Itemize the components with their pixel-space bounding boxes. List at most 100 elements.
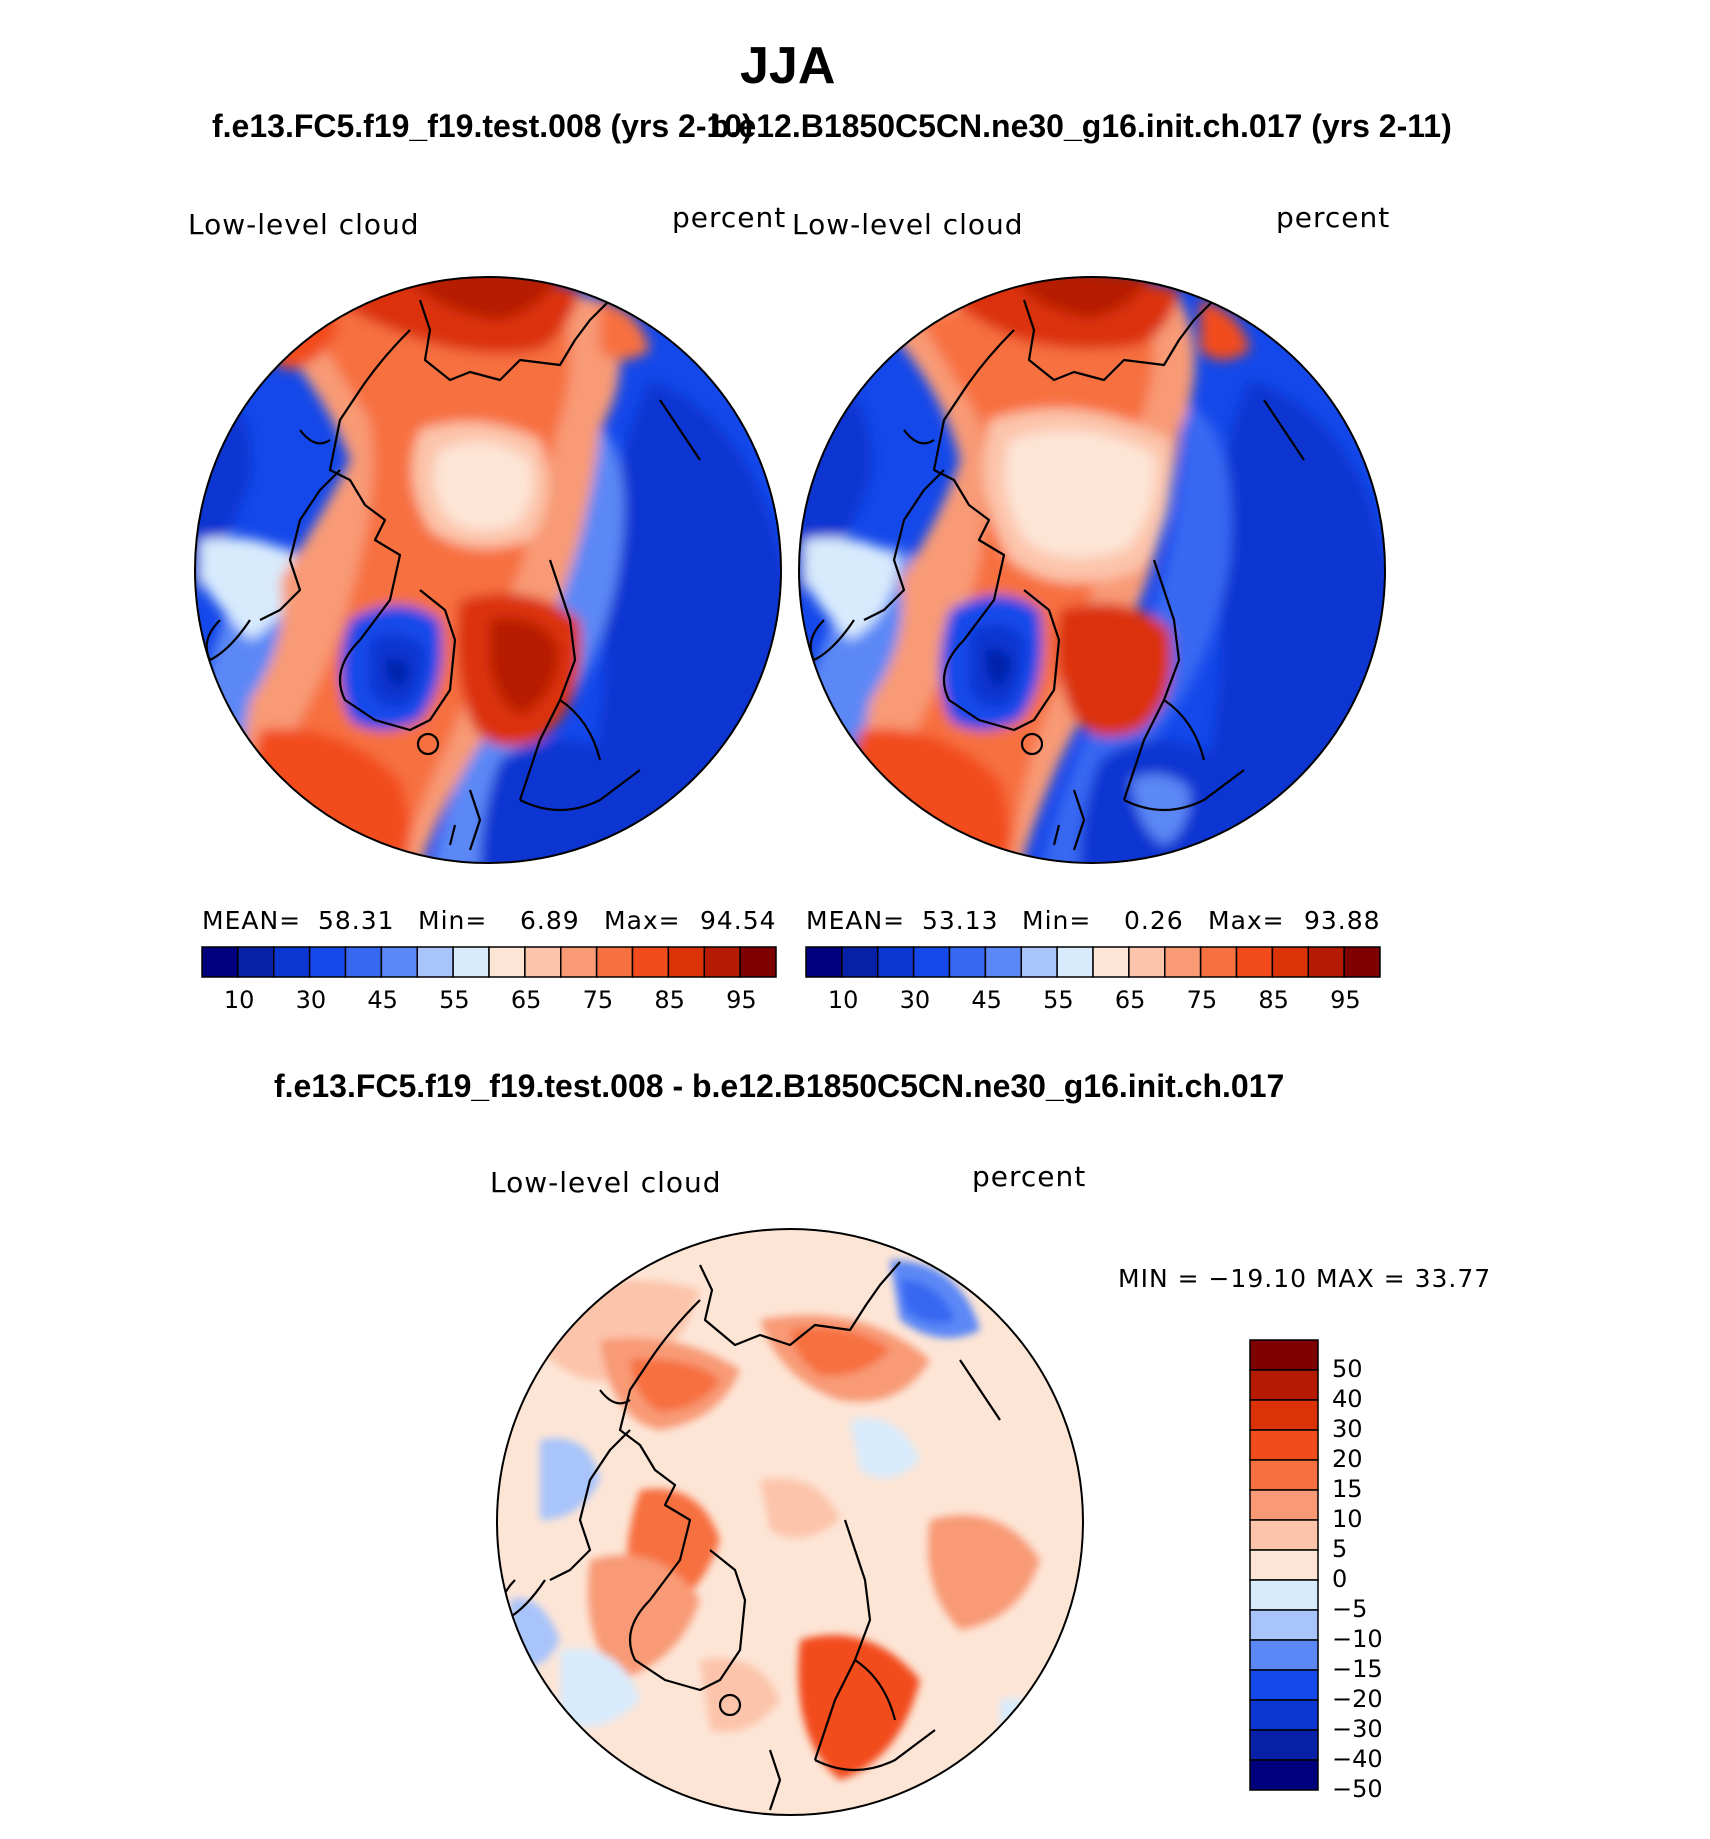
- colorbar-swatch: [560, 946, 598, 978]
- colorbar-tick-label: 10: [223, 986, 255, 1014]
- panel-1-map: [195, 277, 781, 863]
- colorbar-swatch: [308, 946, 347, 978]
- colorbar-tick-label: 45: [367, 986, 398, 1014]
- panel-1-min-label: Min=: [418, 906, 488, 935]
- colorbar-swatch: [1249, 1519, 1319, 1551]
- panel-1-mean-label: MEAN=: [202, 906, 302, 935]
- panel-2-map: [799, 277, 1385, 863]
- panel-1-variable-label: Low-level cloud: [188, 208, 420, 241]
- panel-1-max-value: 94.54: [700, 906, 777, 935]
- colorbar-tick-label: 55: [439, 986, 470, 1014]
- colorbar-swatch: [344, 946, 383, 978]
- panel-1-units-label: percent: [672, 201, 787, 234]
- panel-2-min-label: Min=: [1022, 906, 1092, 935]
- colorbar-tick-label: 45: [971, 986, 1002, 1014]
- panel-2-max-value: 93.88: [1304, 906, 1381, 935]
- colorbar-swatch: [667, 946, 705, 978]
- panel-1-mean-value: 58.31: [318, 906, 395, 935]
- colorbar-tick-label: 95: [1330, 986, 1361, 1014]
- colorbar-swatch: [1092, 946, 1130, 978]
- colorbar-tick-label: −5: [1332, 1595, 1368, 1623]
- colorbar-swatch: [1249, 1369, 1319, 1401]
- colorbar-tick-label: 85: [654, 986, 685, 1014]
- colorbar-swatch: [1307, 946, 1345, 978]
- panel-2-variable-label: Low-level cloud: [792, 208, 1024, 241]
- colorbar-swatch: [1249, 1729, 1319, 1761]
- colorbar-swatch: [631, 946, 670, 978]
- colorbar-swatch: [1249, 1579, 1319, 1611]
- panel-2-colorbar: [805, 946, 1381, 978]
- colorbar-tick-label: 30: [1332, 1415, 1363, 1443]
- colorbar-swatch: [201, 946, 239, 978]
- colorbar-swatch: [1249, 1489, 1319, 1521]
- colorbar-swatch: [1343, 946, 1381, 978]
- colorbar-swatch: [1249, 1459, 1319, 1491]
- colorbar-tick-label: 10: [1332, 1505, 1363, 1533]
- colorbar-tick-label: 10: [827, 986, 859, 1014]
- panel-2-map-border: [798, 276, 1386, 864]
- colorbar-tick-label: 65: [510, 986, 542, 1014]
- colorbar-tick-label: 85: [1258, 986, 1289, 1014]
- colorbar-swatch: [524, 946, 562, 978]
- diff-minmax-label: MIN = −19.10 MAX = 33.77: [1118, 1264, 1492, 1293]
- colorbar-swatch: [488, 946, 526, 978]
- panel-2-min-value: 0.26: [1124, 906, 1184, 935]
- colorbar-swatch: [1249, 1669, 1319, 1701]
- figure-title: JJA: [740, 37, 836, 95]
- colorbar-tick-label: 95: [726, 986, 757, 1014]
- colorbar-tick-label: 55: [1043, 986, 1074, 1014]
- colorbar-swatch: [1164, 946, 1202, 978]
- colorbar-swatch: [1249, 1549, 1319, 1581]
- colorbar-swatch: [984, 946, 1022, 978]
- colorbar-swatch: [1249, 1609, 1319, 1641]
- colorbar-swatch: [948, 946, 987, 978]
- colorbar-swatch: [1020, 946, 1058, 978]
- colorbar-swatch: [1249, 1699, 1319, 1731]
- panel-2-units-label: percent: [1276, 201, 1391, 234]
- diff-map-border: [496, 1228, 1084, 1816]
- colorbar-tick-label: −40: [1332, 1745, 1383, 1773]
- colorbar-swatch: [1235, 946, 1274, 978]
- colorbar-tick-label: 0: [1332, 1565, 1348, 1593]
- colorbar-swatch: [1128, 946, 1166, 978]
- diff-colorbar: [1249, 1339, 1319, 1791]
- colorbar-tick-label: −15: [1332, 1655, 1383, 1683]
- colorbar-swatch: [380, 946, 418, 978]
- panel-1-max-label: Max=: [604, 906, 681, 935]
- colorbar-swatch: [739, 946, 777, 978]
- colorbar-tick-label: 75: [1186, 986, 1218, 1014]
- colorbar-tick-label: 40: [1332, 1385, 1363, 1413]
- colorbar-tick-label: −10: [1332, 1625, 1383, 1653]
- colorbar-tick-label: 75: [582, 986, 614, 1014]
- panel-2-mean-value: 53.13: [922, 906, 999, 935]
- colorbar-tick-label: −20: [1332, 1685, 1383, 1713]
- diff-units-label: percent: [972, 1160, 1087, 1193]
- colorbar-swatch: [805, 946, 843, 978]
- panel-1-colorbar: [201, 946, 777, 978]
- colorbar-swatch: [1249, 1429, 1319, 1461]
- diff-map: [497, 1229, 1083, 1815]
- colorbar-swatch: [595, 946, 634, 978]
- colorbar-swatch: [1056, 946, 1094, 978]
- colorbar-swatch: [1249, 1399, 1319, 1431]
- panel-2-max-label: Max=: [1208, 906, 1285, 935]
- colorbar-tick-label: 20: [1332, 1445, 1363, 1473]
- colorbar-tick-label: 30: [295, 986, 327, 1014]
- colorbar-tick-label: −50: [1332, 1775, 1383, 1803]
- colorbar-swatch: [273, 946, 311, 978]
- panel-2-title: b.e12.B1850C5CN.ne30_g16.init.ch.017 (yr…: [710, 108, 1452, 144]
- colorbar-swatch: [237, 946, 275, 978]
- panel-1-min-value: 6.89: [520, 906, 580, 935]
- colorbar-swatch: [452, 946, 490, 978]
- colorbar-swatch: [1249, 1639, 1319, 1671]
- panel-1-map-border: [194, 276, 782, 864]
- colorbar-tick-label: 65: [1114, 986, 1146, 1014]
- colorbar-swatch: [877, 946, 915, 978]
- diff-panel-title: f.e13.FC5.f19_f19.test.008 - b.e12.B1850…: [274, 1068, 1285, 1104]
- colorbar-tick-label: 5: [1332, 1535, 1348, 1563]
- panel-2-mean-label: MEAN=: [806, 906, 906, 935]
- diff-variable-label: Low-level cloud: [490, 1166, 722, 1199]
- colorbar-swatch: [1199, 946, 1238, 978]
- colorbar-swatch: [841, 946, 879, 978]
